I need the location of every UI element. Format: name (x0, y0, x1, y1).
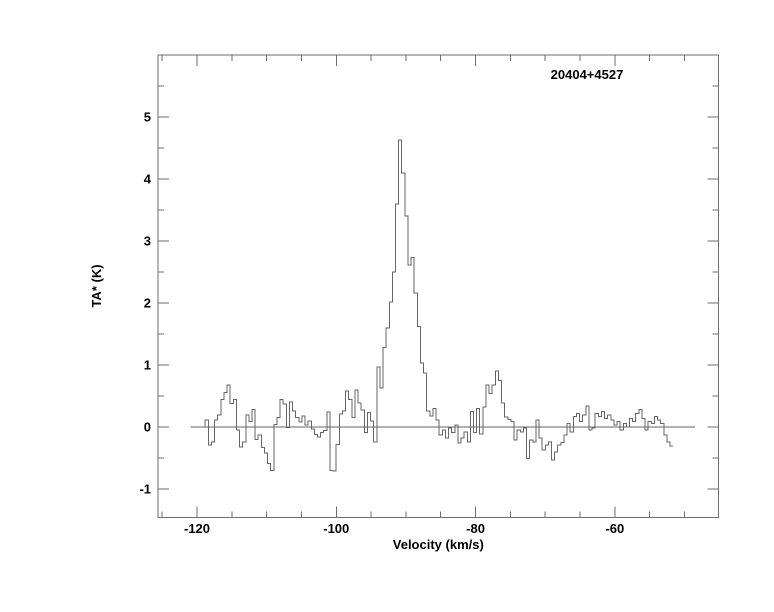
axis-ticks (158, 55, 719, 518)
y-tick-label: 1 (144, 357, 151, 372)
y-tick-label: 4 (144, 171, 152, 186)
y-tick-label: 0 (144, 419, 151, 434)
y-tick-label: 2 (144, 295, 151, 310)
axis-tick-labels: -120 -100 -80 -60 -1 0 1 2 3 4 5 (139, 110, 624, 537)
spectrum-trace (204, 139, 674, 472)
y-tick-label: 3 (144, 233, 151, 248)
y-tick-label: 5 (144, 110, 151, 125)
x-tick-label: -120 (184, 521, 210, 536)
y-axis-title: TA* (K) (89, 264, 104, 307)
plot-frame (157, 54, 720, 518)
source-name-title: 20404+4527 (551, 67, 624, 82)
x-tick-label: -80 (466, 521, 485, 536)
y-tick-label: -1 (139, 481, 151, 496)
x-tick-label: -60 (605, 521, 624, 536)
x-tick-label: -100 (323, 521, 349, 536)
x-axis-title: Velocity (km/s) (393, 537, 484, 552)
